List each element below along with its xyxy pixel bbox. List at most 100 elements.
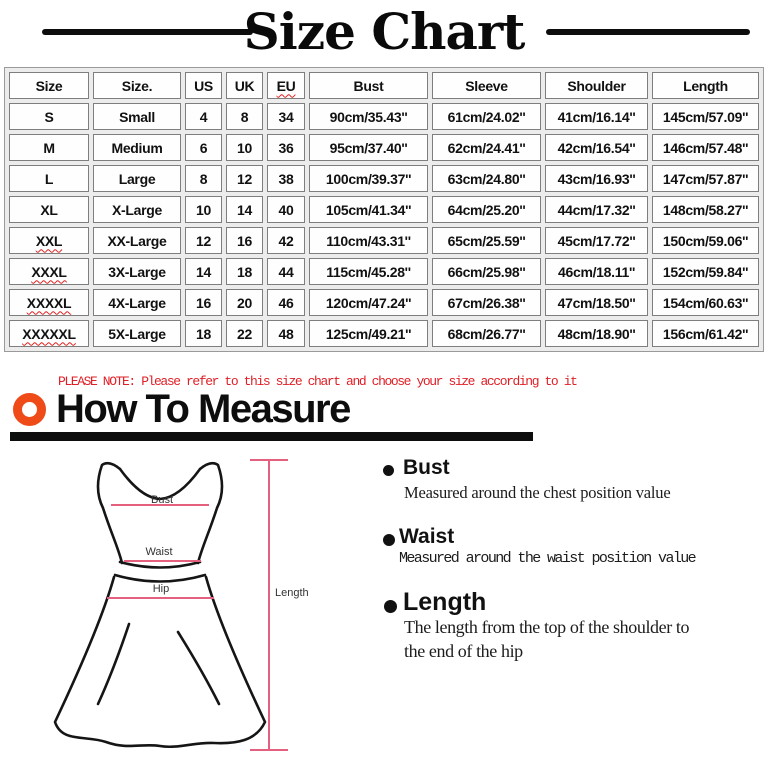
- table-cell: Small: [93, 103, 181, 130]
- column-header: Shoulder: [545, 72, 648, 99]
- size-table-body: Size Size. US UK EU Bust Sleeve Shoulder Length S…: [9, 72, 759, 347]
- table-row: XXXXXL 5X-Large 18 22 48 125cm/49.21'' 68cm/26…: [9, 320, 759, 347]
- how-to-measure-heading: How To Measure: [56, 387, 351, 431]
- ring-icon: [13, 393, 46, 426]
- column-header: Size.: [93, 72, 181, 99]
- table-cell: 8: [185, 165, 222, 192]
- table-cell: XX-Large: [93, 227, 181, 254]
- waist-description: Measured around the waist position value: [399, 550, 697, 567]
- table-cell: 10: [226, 134, 263, 161]
- table-cell: 16: [185, 289, 222, 316]
- table-cell: 48: [267, 320, 305, 347]
- dress-fold-right: [176, 630, 221, 706]
- bullet-icon: [384, 600, 397, 613]
- size-table: Size Size. US UK EU Bust Sleeve Shoulder Length S…: [4, 67, 764, 352]
- column-header: Size: [9, 72, 89, 99]
- table-cell: 18: [226, 258, 263, 285]
- table-cell: 154cm/60.63'': [652, 289, 759, 316]
- table-cell: 46cm/18.11'': [545, 258, 648, 285]
- dress-neckline: [118, 467, 202, 501]
- table-cell: 10: [185, 196, 222, 223]
- hip-figure-label: Hip: [153, 583, 170, 595]
- table-cell: 145cm/57.09'': [652, 103, 759, 130]
- table-cell: 47cm/18.50'': [545, 289, 648, 316]
- table-cell: 16: [226, 227, 263, 254]
- table-cell: 63cm/24.80'': [432, 165, 541, 192]
- title-divider-right: [546, 29, 750, 35]
- bust-figure-label: Bust: [151, 494, 173, 506]
- table-cell: L: [9, 165, 89, 192]
- table-cell: 65cm/25.59'': [432, 227, 541, 254]
- column-header: Bust: [309, 72, 428, 99]
- table-cell: Medium: [93, 134, 181, 161]
- table-cell: 36: [267, 134, 305, 161]
- size-note: PLEASE NOTE: Please refer to this size c…: [58, 374, 578, 389]
- page-title: Size Chart: [243, 2, 526, 61]
- length-term: Length: [403, 588, 487, 616]
- length-measure-line: [250, 459, 288, 751]
- waist-term: Waist: [399, 525, 455, 548]
- dress-measurement-figure: Bust Waist Hip Length: [53, 459, 309, 751]
- table-cell: S: [9, 103, 89, 130]
- length-description: The length from the top of the shoulder …: [404, 617, 690, 661]
- table-cell: M: [9, 134, 89, 161]
- table-cell: 40: [267, 196, 305, 223]
- table-cell: 42cm/16.54'': [545, 134, 648, 161]
- table-cell: 4: [185, 103, 222, 130]
- dress-left-strap: [96, 461, 124, 565]
- table-cell: 66cm/25.98'': [432, 258, 541, 285]
- title-divider-left: [42, 29, 253, 35]
- table-row: XXXL 3X-Large 14 18 44 115cm/45.28'' 66cm/25.9…: [9, 258, 759, 285]
- column-header: EU: [267, 72, 305, 99]
- table-cell: 64cm/25.20'': [432, 196, 541, 223]
- table-row: S Small 4 8 34 90cm/35.43'' 61cm/24.02'' 41cm/1…: [9, 103, 759, 130]
- table-cell: 43cm/16.93'': [545, 165, 648, 192]
- column-header: UK: [226, 72, 263, 99]
- table-cell: 147cm/57.87'': [652, 165, 759, 192]
- table-cell: XL: [9, 196, 89, 223]
- dress-waistband-lower: [113, 573, 207, 583]
- table-row: M Medium 6 10 36 95cm/37.40'' 62cm/24.41'' 42cm…: [9, 134, 759, 161]
- table-row: XXL XX-Large 12 16 42 110cm/43.31'' 65cm/25.59…: [9, 227, 759, 254]
- table-cell: 146cm/57.48'': [652, 134, 759, 161]
- table-cell: 14: [226, 196, 263, 223]
- table-cell: XXL: [9, 227, 89, 254]
- dress-waistband: [118, 560, 202, 569]
- bust-description: Measured around the chest position value: [404, 483, 671, 502]
- table-cell: 6: [185, 134, 222, 161]
- table-cell: 41cm/16.14'': [545, 103, 648, 130]
- table-cell: 22: [226, 320, 263, 347]
- table-cell: 14: [185, 258, 222, 285]
- table-cell: XXXL: [9, 258, 89, 285]
- heading-underline-bar: [10, 432, 533, 441]
- table-cell: 150cm/59.06'': [652, 227, 759, 254]
- table-cell: 45cm/17.72'': [545, 227, 648, 254]
- table-cell: 95cm/37.40'': [309, 134, 428, 161]
- dress-right-strap: [196, 461, 224, 565]
- bust-term: Bust: [403, 456, 450, 479]
- table-row: L Large 8 12 38 100cm/39.37'' 63cm/24.80'' 43cm…: [9, 165, 759, 192]
- table-cell: 44cm/17.32'': [545, 196, 648, 223]
- table-cell: XXXXXL: [9, 320, 89, 347]
- table-cell: 105cm/41.34'': [309, 196, 428, 223]
- table-cell: 18: [185, 320, 222, 347]
- table-cell: 48cm/18.90'': [545, 320, 648, 347]
- table-cell: 67cm/26.38'': [432, 289, 541, 316]
- table-cell: XXXXL: [9, 289, 89, 316]
- table-cell: 152cm/59.84'': [652, 258, 759, 285]
- bullet-icon: [383, 465, 394, 476]
- table-cell: 34: [267, 103, 305, 130]
- table-cell: 42: [267, 227, 305, 254]
- table-cell: 148cm/58.27'': [652, 196, 759, 223]
- table-cell: 100cm/39.37'': [309, 165, 428, 192]
- column-header: US: [185, 72, 222, 99]
- waist-figure-label: Waist: [145, 546, 172, 558]
- table-cell: 120cm/47.24'': [309, 289, 428, 316]
- table-cell: 20: [226, 289, 263, 316]
- table-row: XL X-Large 10 14 40 105cm/41.34'' 64cm/25.20''…: [9, 196, 759, 223]
- table-cell: X-Large: [93, 196, 181, 223]
- table-cell: 125cm/49.21'': [309, 320, 428, 347]
- length-figure-label: Length: [275, 587, 309, 599]
- column-header: Length: [652, 72, 759, 99]
- table-cell: 61cm/24.02'': [432, 103, 541, 130]
